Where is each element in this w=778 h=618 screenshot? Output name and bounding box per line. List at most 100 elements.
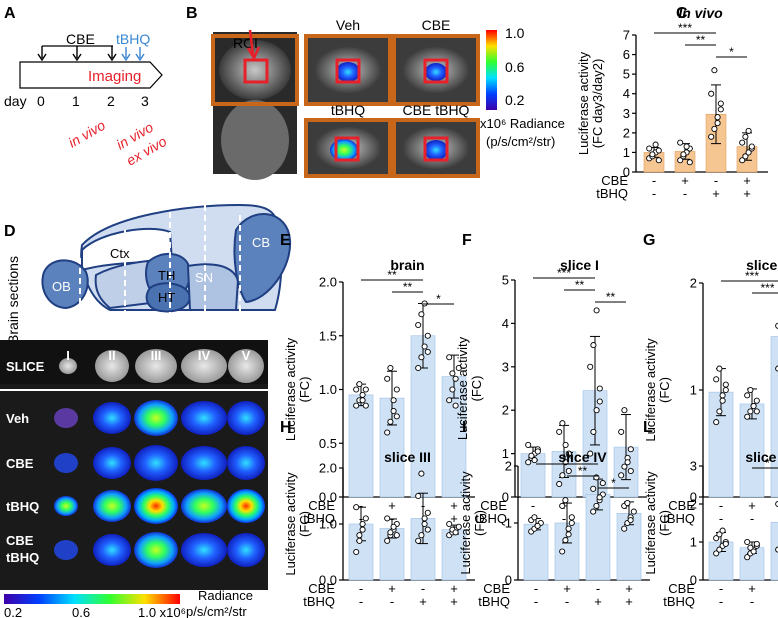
- data-point: [713, 419, 720, 426]
- region-ob: OB: [52, 279, 71, 294]
- data-point: [713, 376, 720, 383]
- y-tick-label: 2.0: [319, 275, 337, 290]
- data-point: [449, 370, 456, 377]
- mouse-thumb-veh: [304, 34, 392, 106]
- slice-header: SLICE: [6, 359, 45, 374]
- data-point: [716, 408, 723, 415]
- data-point: [713, 550, 720, 557]
- data-point: [421, 300, 428, 307]
- y-axis-label-unit: (FC): [469, 376, 484, 402]
- tbhq-sign: -: [534, 594, 538, 609]
- y-tick-label: 0: [505, 573, 512, 588]
- chart-title: slice III: [384, 449, 431, 465]
- day-0: 0: [37, 93, 45, 109]
- data-point: [384, 429, 391, 436]
- cbe-sign: -: [719, 498, 723, 513]
- roi-arrow: [246, 29, 261, 61]
- significance-marker: *: [765, 456, 770, 470]
- cbe-arrows: [37, 46, 117, 62]
- significance-marker: *: [611, 476, 616, 490]
- data-point: [745, 127, 752, 134]
- data-point: [353, 548, 360, 556]
- y-axis-label-unit: (FC): [657, 510, 672, 536]
- panel-letter: F: [462, 232, 472, 249]
- row-label-tbhq: tBHQ: [663, 594, 695, 609]
- y-tick-label: 0: [690, 490, 697, 505]
- row-tbhq: tBHQ: [6, 499, 39, 514]
- data-point: [686, 159, 693, 166]
- data-point: [750, 548, 757, 555]
- day-3: 3: [141, 93, 149, 109]
- bar-tbhq: [770, 336, 778, 498]
- data-point: [446, 397, 453, 404]
- row-label-tbhq: tBHQ: [663, 511, 695, 526]
- data-point: [452, 375, 459, 382]
- data-point: [748, 143, 755, 150]
- y-tick-label: 0.0: [319, 573, 337, 588]
- data-point: [359, 391, 366, 398]
- cbe-sign: -: [531, 498, 535, 513]
- label-veh: Veh: [336, 17, 360, 33]
- data-point: [722, 386, 729, 394]
- cbe-sign: -: [596, 581, 600, 596]
- y-tick-label: 1: [690, 383, 697, 398]
- cbe-sign: +: [388, 498, 396, 513]
- data-point: [750, 402, 757, 410]
- data-point: [677, 157, 684, 164]
- cbe-sign: +: [450, 581, 458, 596]
- data-point: [714, 114, 721, 121]
- data-point: [387, 364, 394, 372]
- label-tbhq: tBHQ: [331, 102, 365, 118]
- data-point: [418, 470, 425, 477]
- row-label-tbhq: tBHQ: [478, 594, 510, 609]
- mouse-thumb-cbe: [392, 34, 480, 106]
- y-tick-label: 0.0: [319, 490, 337, 505]
- cbe-sign: -: [652, 173, 656, 188]
- colorbar-unit-line2: (p/s/cm²/str): [486, 134, 555, 149]
- data-point: [590, 342, 597, 349]
- data-point: [590, 428, 597, 435]
- data-point: [646, 145, 653, 152]
- data-point: [421, 343, 428, 350]
- data-point: [353, 386, 360, 393]
- y-axis-label-unit: (FC): [297, 511, 312, 537]
- day-label: day: [4, 93, 27, 109]
- y-axis-label: Luciferase activity: [643, 338, 658, 442]
- data-point: [559, 548, 566, 555]
- data-point: [683, 143, 690, 150]
- bar-cbe: [739, 403, 765, 498]
- slice-v: V: [242, 348, 251, 363]
- data-point: [717, 106, 724, 113]
- radiance-colorbar: [486, 30, 497, 110]
- data-point: [390, 397, 397, 404]
- y-tick-label: 1.5: [319, 328, 337, 343]
- tbhq-sign: -: [719, 511, 723, 526]
- data-point: [415, 321, 422, 329]
- panel-letter: C: [676, 5, 688, 22]
- y-tick-label: 1.0: [319, 517, 337, 532]
- data-point: [596, 494, 603, 501]
- slice-radiance-unit: p/s/cm²/str: [186, 604, 247, 618]
- panel-b: B ROI: [186, 5, 565, 180]
- slice-i: I: [66, 348, 70, 363]
- data-point: [359, 520, 366, 528]
- chart-title: slice V: [745, 449, 778, 465]
- y-tick-label: 2: [502, 403, 509, 418]
- y-tick-label: 1: [623, 145, 630, 160]
- data-point: [590, 485, 597, 492]
- data-point: [775, 500, 778, 508]
- row-label-cbe: CBE: [480, 498, 507, 513]
- data-point: [559, 420, 566, 427]
- data-point: [719, 527, 726, 534]
- data-point: [387, 418, 394, 425]
- data-point: [565, 531, 572, 538]
- y-tick-label: 1: [502, 446, 509, 461]
- slice-colorbar-tick-2: 1.0 x10⁶: [138, 605, 186, 618]
- data-point: [716, 365, 723, 372]
- data-point: [556, 480, 563, 488]
- roi-label: ROI: [233, 35, 258, 51]
- data-point: [418, 532, 425, 539]
